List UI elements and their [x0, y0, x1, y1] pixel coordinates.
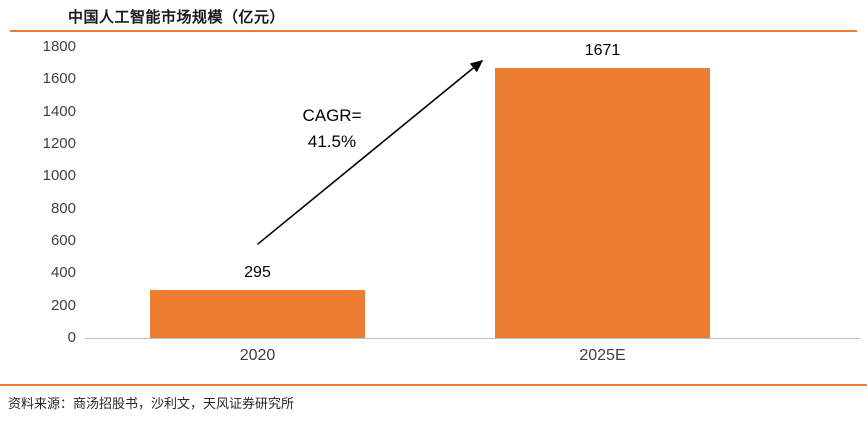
bar-value-label: 1671	[584, 41, 621, 59]
bar-2020	[150, 290, 365, 338]
cagr-annotation: CAGR= 41.5%	[262, 103, 402, 155]
y-axis-tick-label: 1800	[42, 38, 76, 55]
y-axis-tick-label: 200	[50, 296, 76, 314]
x-axis-category-label: 2020	[239, 347, 276, 364]
y-axis-tick-label: 1000	[42, 167, 76, 185]
cagr-value: 41.5%	[307, 132, 357, 151]
cagr-label: CAGR=	[302, 106, 362, 125]
y-axis-tick-label: 0	[67, 329, 76, 346]
bar-value-label: 295	[244, 264, 271, 282]
x-axis-baseline	[85, 338, 860, 339]
bottom-divider-rule	[0, 384, 867, 386]
x-axis-category-label: 2025E	[579, 347, 626, 364]
chart-title: 中国人工智能市场规模（亿元）	[68, 9, 286, 26]
bar-2025E	[495, 67, 710, 338]
top-divider-rule	[10, 30, 857, 32]
y-axis-tick-label: 1400	[42, 102, 76, 120]
y-axis-tick-label: 1600	[42, 70, 76, 88]
y-axis-tick-label: 600	[50, 232, 76, 249]
y-axis-tick-label: 800	[50, 199, 76, 217]
y-axis-tick-label: 400	[50, 264, 76, 282]
source-note: 资料来源：商汤招股书，沙利文，天风证券研究所	[8, 396, 295, 411]
y-axis-tick-label: 1200	[42, 135, 76, 152]
